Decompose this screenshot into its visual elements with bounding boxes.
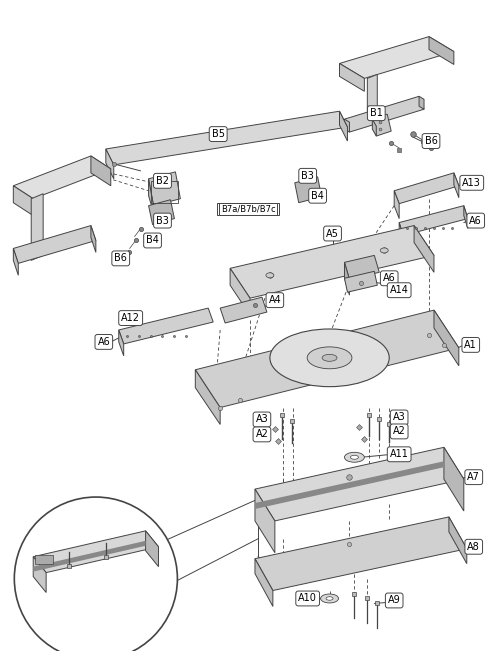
Text: B7a/B7b/B7c: B7a/B7b/B7c	[219, 204, 277, 213]
Text: A6: A6	[98, 337, 110, 347]
Polygon shape	[106, 111, 348, 165]
Text: A4: A4	[268, 295, 281, 305]
Polygon shape	[464, 206, 468, 229]
Text: B5: B5	[212, 129, 224, 139]
Text: A9: A9	[388, 596, 400, 605]
Text: B4: B4	[311, 191, 324, 200]
Polygon shape	[148, 172, 180, 206]
Text: B6: B6	[424, 136, 438, 146]
Text: B3: B3	[156, 215, 169, 225]
Text: A8: A8	[468, 542, 480, 552]
Polygon shape	[14, 225, 96, 263]
Text: A1: A1	[464, 340, 477, 350]
Polygon shape	[340, 111, 347, 141]
Text: A7: A7	[468, 472, 480, 482]
Polygon shape	[196, 310, 459, 407]
Polygon shape	[91, 225, 96, 253]
Polygon shape	[399, 223, 403, 246]
Text: B6: B6	[114, 253, 127, 263]
Polygon shape	[344, 271, 378, 292]
Polygon shape	[419, 96, 424, 109]
Text: B3: B3	[301, 171, 314, 181]
Polygon shape	[148, 179, 154, 213]
Polygon shape	[340, 37, 454, 78]
Polygon shape	[106, 149, 114, 179]
Polygon shape	[414, 225, 434, 272]
Ellipse shape	[326, 597, 333, 600]
Polygon shape	[118, 330, 124, 356]
Polygon shape	[14, 248, 18, 276]
Ellipse shape	[322, 355, 337, 361]
Polygon shape	[255, 447, 464, 521]
Polygon shape	[394, 191, 399, 219]
Text: A14: A14	[390, 285, 408, 295]
Polygon shape	[255, 559, 273, 607]
Polygon shape	[255, 461, 444, 509]
Polygon shape	[255, 489, 275, 552]
Polygon shape	[146, 531, 158, 567]
Bar	[150, 181, 178, 202]
Polygon shape	[118, 308, 213, 344]
Polygon shape	[429, 37, 454, 65]
Text: A2: A2	[392, 426, 406, 436]
Polygon shape	[368, 74, 378, 125]
Bar	[35, 555, 53, 564]
Polygon shape	[230, 225, 434, 298]
Ellipse shape	[320, 594, 338, 603]
Text: A12: A12	[121, 313, 140, 323]
Text: A3: A3	[256, 415, 268, 424]
Polygon shape	[148, 200, 174, 225]
Polygon shape	[33, 557, 46, 592]
Polygon shape	[33, 541, 146, 571]
Polygon shape	[255, 517, 467, 590]
Polygon shape	[344, 96, 424, 132]
Text: A6: A6	[383, 273, 396, 283]
Text: B1: B1	[370, 108, 382, 118]
Ellipse shape	[350, 455, 358, 459]
Polygon shape	[91, 156, 111, 186]
Polygon shape	[14, 186, 33, 215]
Polygon shape	[220, 297, 267, 323]
Polygon shape	[344, 255, 380, 279]
Text: A5: A5	[326, 229, 339, 238]
Polygon shape	[295, 177, 322, 202]
Polygon shape	[196, 370, 220, 424]
Circle shape	[14, 497, 177, 653]
Polygon shape	[14, 156, 111, 199]
Polygon shape	[33, 531, 158, 573]
Ellipse shape	[266, 273, 274, 278]
Polygon shape	[230, 268, 250, 315]
Text: A13: A13	[462, 178, 481, 188]
Ellipse shape	[380, 248, 388, 253]
Text: A2: A2	[256, 430, 268, 439]
Text: B4: B4	[146, 236, 159, 246]
Ellipse shape	[270, 329, 389, 387]
Polygon shape	[434, 310, 459, 366]
Polygon shape	[399, 206, 468, 236]
Ellipse shape	[307, 347, 352, 369]
Text: B7a/B7b/B7c: B7a/B7b/B7c	[220, 204, 276, 213]
Polygon shape	[372, 114, 391, 136]
Polygon shape	[394, 173, 459, 204]
Text: A11: A11	[390, 449, 408, 459]
Polygon shape	[344, 119, 350, 132]
Polygon shape	[372, 119, 376, 136]
Text: A10: A10	[298, 594, 317, 603]
Polygon shape	[344, 263, 350, 295]
Text: B2: B2	[156, 176, 169, 186]
Text: A6: A6	[470, 215, 482, 225]
Ellipse shape	[344, 453, 364, 462]
Polygon shape	[444, 447, 464, 511]
Text: A3: A3	[393, 413, 406, 422]
Polygon shape	[449, 517, 467, 564]
Polygon shape	[454, 173, 459, 198]
Polygon shape	[31, 194, 43, 261]
Polygon shape	[340, 63, 364, 91]
